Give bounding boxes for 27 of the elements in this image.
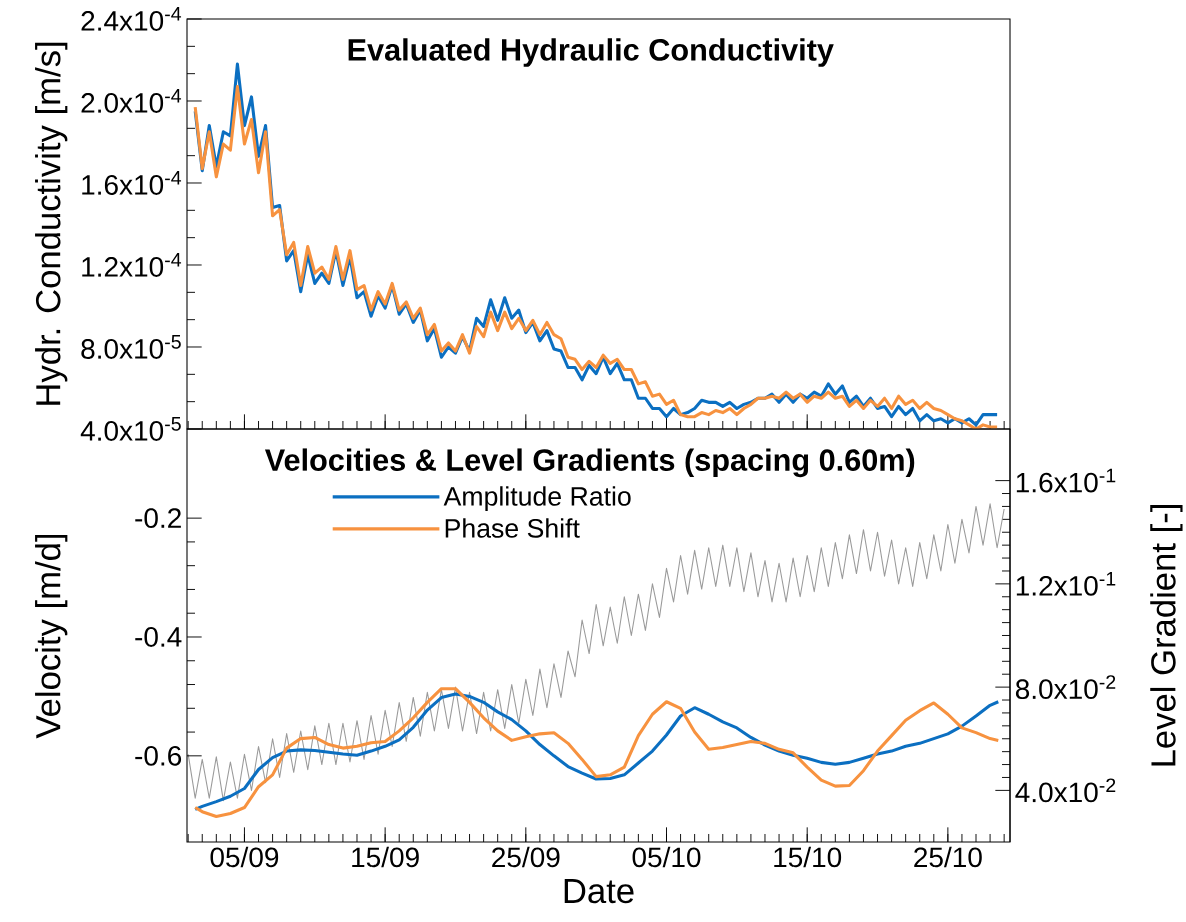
text: Evaluated Hydraulic Conductivity: [348, 38, 834, 67]
text: Velocities & Level Gradients (spacing 0.60m): [264, 448, 915, 478]
y2-tick-label: 1.2x10$^{-1}$: [1016, 571, 1116, 596]
legend-label: Amplitude Ratio: [443, 486, 631, 512]
y2-tick-label: 8.0x10$^{-2}$: [1015, 675, 1116, 700]
y-tick-label: 8.0x10$^{-5}$: [81, 335, 181, 359]
y-tick-label: 1.2x10$^{-4}$: [82, 253, 182, 277]
x-axis-title: Date: [564, 879, 634, 904]
x-tick-label: 25/09: [492, 846, 560, 868]
y-axis-title: Hydr. Conductivity [m/s]: [35, 42, 68, 405]
y-tick-label: 4.0x10$^{-5}$: [80, 417, 181, 441]
x-tick-label: 25/10: [914, 846, 982, 868]
y-tick-label: -0.2: [135, 508, 181, 529]
y-axis-title: Velocity [m/d]: [35, 534, 68, 739]
y-tick-label: 1.6x10$^{-4}$: [82, 171, 182, 195]
y2-tick-label: 4.0x10$^{-2}$: [1015, 778, 1116, 803]
y-tick-label: -0.6: [135, 745, 182, 766]
legend-label: Phase Shift: [445, 518, 580, 538]
x-tick-label: 05/10: [632, 846, 701, 868]
y2-axis-title: Level Gradient [-]: [1150, 505, 1183, 766]
y2-tick-label: 1.6x10$^{-1}$: [1016, 468, 1116, 493]
y-tick-label: -0.4: [135, 627, 182, 647]
x-tick-label: 05/09: [210, 846, 279, 868]
y-tick-label: 2.0x10$^{-4}$: [81, 89, 182, 113]
y-tick-label: 2.4x10$^{-4}$: [81, 7, 182, 31]
x-tick-label: 15/10: [774, 846, 842, 868]
x-tick-label: 15/09: [352, 846, 419, 868]
